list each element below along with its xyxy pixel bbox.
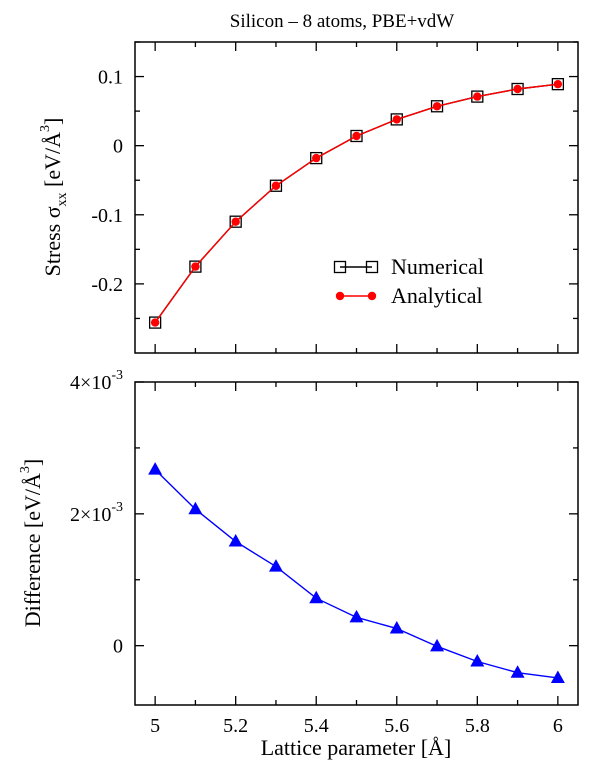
- y-label-main: Stress σ: [40, 206, 65, 276]
- data-point-numerical: [189, 260, 202, 273]
- data-point-difference: [188, 501, 203, 515]
- chart-title: Silicon – 8 atoms, PBE+vdW: [230, 11, 455, 32]
- legend-marker-numerical: [365, 260, 379, 274]
- x-tick-label: 5.2: [223, 715, 248, 737]
- x-tick-label: 5: [150, 715, 160, 737]
- series-line-analytical: [154, 83, 558, 323]
- y-label-main: Difference [eV/Å: [20, 473, 45, 627]
- data-point-analytical: [231, 217, 240, 226]
- y-tick-label-base: 0: [113, 636, 123, 658]
- data-point-difference: [268, 559, 283, 572]
- data-point-difference: [228, 534, 243, 547]
- x-tick-label: 5.4: [304, 715, 329, 737]
- y-tick-label-exponent: -3: [111, 500, 123, 515]
- data-point-difference: [349, 609, 364, 623]
- y-label-superscript: 3: [38, 125, 53, 132]
- y-label-superscript: 3: [18, 466, 33, 473]
- y-tick-label-exponent: -3: [111, 368, 123, 383]
- data-point-numerical: [430, 100, 444, 113]
- y-label-subscript: xx: [55, 192, 70, 206]
- stress-y-axis-label: Stress σxx [eV/Å3]: [38, 118, 70, 277]
- data-point-analytical: [191, 262, 200, 271]
- difference-panel: 5 5.2 5.4 5.6 5.8 602×10-34×10-3 Difference […: [18, 368, 579, 760]
- data-point-analytical: [312, 153, 321, 163]
- y-tick-label: -0.1: [91, 205, 123, 227]
- data-point-numerical: [229, 215, 242, 228]
- series-line-numerical: [154, 83, 558, 323]
- data-point-numerical: [390, 113, 403, 126]
- x-tick-label: 5.6: [384, 715, 409, 737]
- x-axis-label: Lattice parameter [Å]: [261, 735, 452, 760]
- difference-series: [148, 462, 565, 683]
- legend-marker-numerical: [333, 260, 347, 274]
- data-point-analytical: [553, 79, 563, 89]
- y-label-unit-close: ]: [20, 459, 45, 466]
- y-tick-label: 0.1: [98, 67, 123, 89]
- data-point-numerical: [148, 316, 162, 329]
- legend-label-numerical: Numerical: [391, 254, 484, 279]
- x-tick-label: 5.8: [465, 715, 490, 737]
- data-point-difference: [510, 665, 525, 678]
- series-line-difference: [154, 469, 558, 679]
- x-tick-label: 6: [553, 715, 563, 737]
- stress-axis-ticks: -0.2 -0.1 0 0.1: [91, 41, 578, 353]
- data-point-difference: [389, 621, 404, 634]
- data-point-analytical: [392, 115, 401, 124]
- data-point-numerical: [269, 179, 283, 192]
- y-label-unit: [eV/Å: [40, 132, 65, 193]
- data-point-difference: [550, 670, 565, 683]
- y-tick-label-base: 4×10: [70, 372, 111, 394]
- data-point-analytical: [513, 84, 522, 94]
- y-tick-label: 4×10-3: [70, 368, 123, 394]
- difference-y-axis-label: Difference [eV/Å3]: [18, 459, 45, 627]
- difference-plot-frame: [134, 381, 579, 706]
- data-point-difference: [430, 638, 445, 652]
- difference-axis-ticks: 5 5.2 5.4 5.6 5.8 602×10-34×10-3: [70, 368, 578, 737]
- legend-marker-analytical: [335, 291, 345, 301]
- y-label-unit-close: ]: [40, 118, 65, 125]
- legend-label-analytical: Analytical: [391, 283, 483, 308]
- y-tick-label: -0.2: [91, 274, 123, 296]
- stress-legend: Numerical Analytical: [333, 254, 484, 308]
- legend-marker-analytical: [367, 291, 377, 301]
- y-tick-label: 0: [113, 636, 123, 658]
- data-point-numerical: [350, 129, 363, 143]
- data-point-numerical: [310, 151, 323, 165]
- data-point-analytical: [473, 92, 482, 101]
- data-point-analytical: [352, 131, 361, 141]
- y-tick-label-base: 2×10: [70, 504, 111, 526]
- stress-series: [148, 78, 565, 329]
- data-point-numerical: [471, 90, 484, 103]
- stress-panel: -0.2 -0.1 0 0.1 Numerical Analytical Stress …: [38, 41, 579, 354]
- data-point-analytical: [271, 181, 281, 190]
- data-point-difference: [148, 462, 163, 475]
- data-point-difference: [470, 653, 485, 667]
- y-tick-label: 2×10-3: [70, 500, 123, 526]
- data-point-analytical: [432, 102, 442, 111]
- data-point-difference: [309, 590, 324, 604]
- data-point-analytical: [150, 318, 160, 327]
- y-tick-label: 0: [113, 136, 123, 158]
